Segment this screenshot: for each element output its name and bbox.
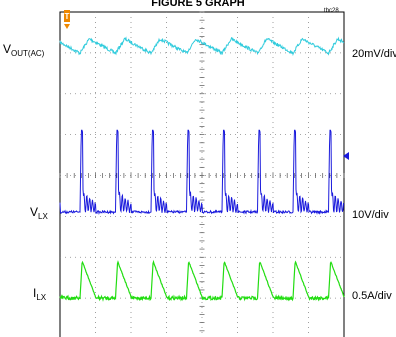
label-ilx: ILX (33, 286, 47, 302)
trace-ilx (59, 259, 345, 302)
scale-vout: 20mV/div (352, 48, 396, 60)
figure-id: tbc28 (324, 8, 339, 14)
trigger-level-marker (343, 152, 349, 160)
scale-ilx: 0.5A/div (352, 290, 392, 302)
trigger-marker: T (64, 10, 70, 29)
trigger-marker-body (64, 10, 70, 22)
chart-title: FIGURE 5 GRAPH (151, 0, 245, 9)
traces (59, 36, 345, 302)
trigger-marker-text: T (65, 12, 70, 21)
trace-vlx (59, 129, 345, 215)
scale-vlx: 10V/div (352, 209, 389, 221)
center-axis-ticks (59, 11, 345, 332)
label-vout: VOUT(AC) (3, 42, 45, 58)
label-vlx: VLX (30, 205, 48, 221)
trace-vout (59, 36, 345, 57)
trigger-marker-arrow (64, 24, 70, 29)
